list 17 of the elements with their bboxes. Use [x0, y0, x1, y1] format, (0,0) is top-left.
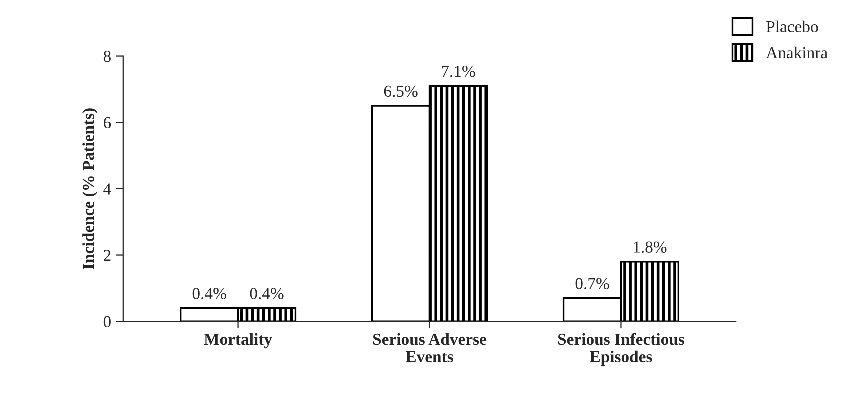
x-tick-label: Mortality	[204, 333, 272, 349]
y-tick-label: 0	[104, 316, 111, 328]
y-tick-label: 4	[104, 184, 112, 195]
data-label: 0.7%	[576, 278, 610, 290]
y-tick-label: 2	[104, 250, 111, 262]
x-tick-label: Serious Infectious Episodes	[558, 333, 684, 366]
x-tick-label: Serious Adverse Events	[373, 333, 486, 363]
legend-label: Placebo	[766, 20, 818, 33]
y-tick-label: 8	[104, 50, 111, 62]
data-label: 1.8%	[634, 242, 667, 254]
y-axis-title: Incidence (% Patients)	[82, 108, 98, 270]
data-label: 0.4%	[250, 288, 284, 300]
data-label: 7.1%	[442, 66, 476, 78]
data-label: 0.4%	[192, 288, 226, 300]
legend-label: Anakinra	[766, 46, 828, 59]
data-label: 6.5%	[384, 86, 418, 98]
y-tick-label: 6	[104, 117, 112, 129]
